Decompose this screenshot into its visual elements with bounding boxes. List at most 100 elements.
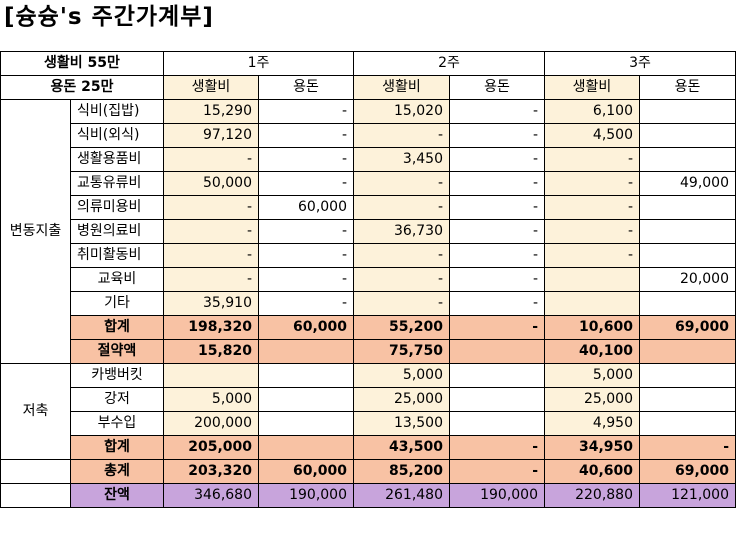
cell[interactable]: 3,450 [353, 146, 450, 172]
cell[interactable]: - [258, 146, 354, 172]
cell[interactable]: - [449, 122, 545, 148]
cell[interactable]: 20,000 [639, 266, 736, 292]
cell[interactable]: 36,730 [353, 218, 450, 244]
week-2-header[interactable]: 2주 [353, 50, 545, 76]
cell[interactable]: - [449, 458, 545, 484]
cell[interactable]: - [544, 194, 640, 220]
row-label[interactable]: 총계 [70, 458, 164, 484]
cell[interactable]: 40,600 [544, 458, 640, 484]
cell[interactable]: 43,500 [353, 434, 450, 460]
cell[interactable]: - [163, 266, 259, 292]
cell[interactable]: - [544, 146, 640, 172]
cell[interactable]: - [353, 266, 450, 292]
cell[interactable]: - [449, 314, 545, 340]
row-label[interactable]: 병원의료비 [70, 218, 164, 244]
cell[interactable]: 75,750 [353, 338, 450, 364]
week-3-living-header[interactable]: 생활비 [544, 74, 640, 100]
cell[interactable] [639, 98, 736, 124]
cell[interactable] [449, 386, 545, 412]
cell[interactable]: 50,000 [163, 170, 259, 196]
cell[interactable] [639, 338, 736, 364]
cell[interactable] [258, 410, 354, 436]
row-label[interactable]: 절약액 [70, 338, 164, 364]
cell[interactable]: 261,480 [353, 482, 450, 508]
cell[interactable] [258, 386, 354, 412]
week-1-header[interactable]: 1주 [163, 50, 354, 76]
cell[interactable] [639, 386, 736, 412]
cell[interactable]: 5,000 [544, 362, 640, 388]
row-label[interactable]: 교통유류비 [70, 170, 164, 196]
cell[interactable]: 4,950 [544, 410, 640, 436]
cell[interactable]: - [353, 170, 450, 196]
row-label[interactable]: 기타 [70, 290, 164, 316]
cell[interactable]: 60,000 [258, 458, 354, 484]
cell[interactable]: - [353, 290, 450, 316]
cell[interactable]: - [449, 242, 545, 268]
cell[interactable]: - [258, 290, 354, 316]
cell[interactable]: 10,600 [544, 314, 640, 340]
cell[interactable]: 69,000 [639, 458, 736, 484]
row-label[interactable]: 교육비 [70, 266, 164, 292]
cell[interactable] [639, 122, 736, 148]
cell[interactable]: 60,000 [258, 194, 354, 220]
cell[interactable]: 346,680 [163, 482, 259, 508]
row-label[interactable]: 잔액 [70, 482, 164, 508]
cell[interactable]: - [449, 98, 545, 124]
cell[interactable]: - [449, 266, 545, 292]
cell[interactable]: 25,000 [353, 386, 450, 412]
cell[interactable]: - [258, 98, 354, 124]
cell[interactable] [639, 410, 736, 436]
budget-info-2[interactable]: 용돈 25만 [0, 74, 164, 100]
cell[interactable]: 203,320 [163, 458, 259, 484]
row-label[interactable]: 식비(집밥) [70, 98, 164, 124]
cell[interactable]: - [449, 434, 545, 460]
cell[interactable]: 4,500 [544, 122, 640, 148]
week-2-allowance-header[interactable]: 용돈 [449, 74, 545, 100]
cell[interactable]: 13,500 [353, 410, 450, 436]
week-2-living-header[interactable]: 생활비 [353, 74, 450, 100]
cell[interactable]: - [163, 218, 259, 244]
cell[interactable] [258, 362, 354, 388]
cell[interactable] [163, 362, 259, 388]
cell[interactable]: 69,000 [639, 314, 736, 340]
row-label[interactable]: 합계 [70, 434, 164, 460]
cell[interactable]: 55,200 [353, 314, 450, 340]
cell[interactable] [639, 218, 736, 244]
section-variable-expenses[interactable]: 변동지출 [0, 98, 71, 364]
cell[interactable]: - [163, 146, 259, 172]
budget-info-1[interactable]: 생활비 55만 [0, 50, 164, 76]
row-label[interactable]: 강저 [70, 386, 164, 412]
cell[interactable]: - [449, 170, 545, 196]
cell[interactable]: - [258, 242, 354, 268]
week-3-header[interactable]: 3주 [544, 50, 736, 76]
cell[interactable]: 15,020 [353, 98, 450, 124]
cell[interactable]: - [449, 290, 545, 316]
cell[interactable]: - [163, 194, 259, 220]
week-1-allowance-header[interactable]: 용돈 [258, 74, 354, 100]
cell[interactable]: 85,200 [353, 458, 450, 484]
cell[interactable]: 34,950 [544, 434, 640, 460]
cell[interactable] [639, 290, 736, 316]
cell[interactable] [639, 194, 736, 220]
cell[interactable]: 220,880 [544, 482, 640, 508]
cell[interactable]: - [449, 218, 545, 244]
cell[interactable] [544, 290, 640, 316]
cell[interactable]: - [163, 242, 259, 268]
row-label[interactable]: 부수입 [70, 410, 164, 436]
cell[interactable]: 60,000 [258, 314, 354, 340]
cell[interactable]: 190,000 [449, 482, 545, 508]
cell[interactable]: 35,910 [163, 290, 259, 316]
cell[interactable]: 190,000 [258, 482, 354, 508]
cell[interactable] [258, 338, 354, 364]
cell[interactable]: - [258, 122, 354, 148]
cell[interactable]: 15,290 [163, 98, 259, 124]
cell[interactable]: 5,000 [353, 362, 450, 388]
cell[interactable]: 200,000 [163, 410, 259, 436]
cell[interactable]: - [353, 242, 450, 268]
cell[interactable]: 5,000 [163, 386, 259, 412]
cell[interactable]: 49,000 [639, 170, 736, 196]
section-savings[interactable]: 저축 [0, 362, 71, 460]
row-label[interactable]: 취미활동비 [70, 242, 164, 268]
cell[interactable]: 6,100 [544, 98, 640, 124]
cell[interactable]: - [544, 242, 640, 268]
